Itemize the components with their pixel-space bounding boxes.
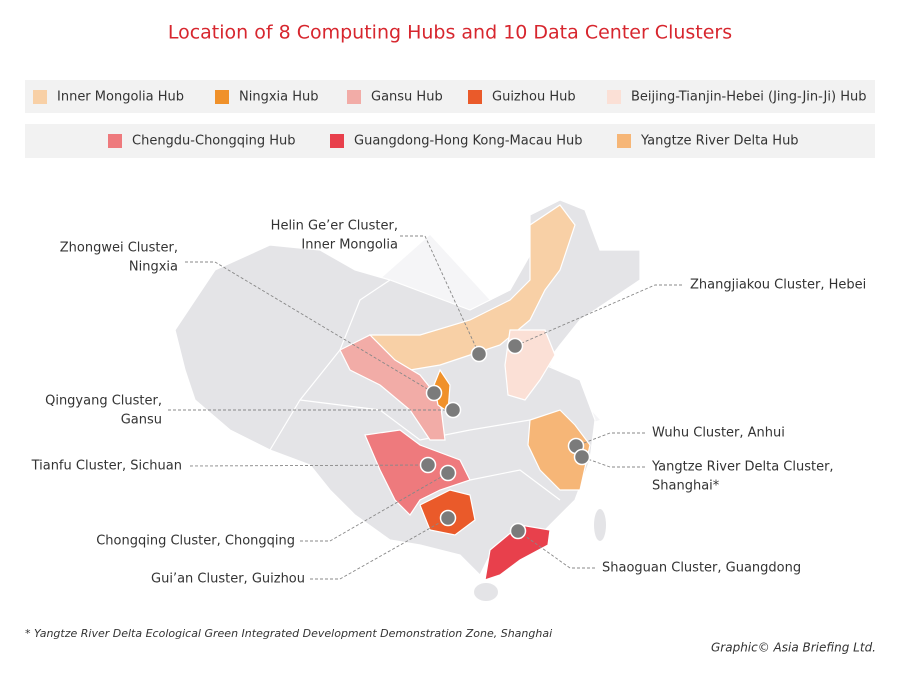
leader-line: [581, 456, 645, 468]
cluster-label: Zhongwei Cluster,: [60, 241, 178, 256]
cluster-label: Gui’an Cluster, Guizhou: [151, 572, 305, 587]
cluster-dot: [509, 522, 527, 540]
hub-region: [527, 409, 591, 491]
hub-region: [364, 429, 471, 516]
credit: Graphic© Asia Briefing Ltd.: [711, 641, 876, 655]
cluster-label: Inner Mongolia: [301, 238, 398, 253]
legend-swatch: [607, 90, 621, 104]
cluster-dot: [444, 401, 462, 419]
footnote: * Yangtze River Delta Ecological Green I…: [25, 627, 552, 640]
cluster-dot: [573, 448, 591, 466]
legend-swatch: [108, 134, 122, 148]
legend-label: Guizhou Hub: [492, 90, 576, 105]
legend-swatch: [468, 90, 482, 104]
leader-line: [517, 530, 595, 569]
title: Location of 8 Computing Hubs and 10 Data…: [168, 22, 732, 44]
cluster-label: Helin Ge’er Cluster,: [271, 219, 398, 234]
leader-line: [300, 472, 449, 542]
leader-line: [514, 284, 682, 347]
leader-line: [400, 235, 480, 355]
hainan: [474, 583, 498, 601]
cluster-dot: [439, 464, 457, 482]
legend-swatch: [330, 134, 344, 148]
legend-swatch: [347, 90, 361, 104]
legend-swatch: [33, 90, 47, 104]
legend-label: Gansu Hub: [371, 90, 443, 105]
legend-label: Guangdong-Hong Kong-Macau Hub: [354, 134, 582, 149]
cluster-dot: [506, 337, 524, 355]
cluster-label: Gansu: [121, 413, 162, 428]
cluster-label: Chongqing Cluster, Chongqing: [96, 534, 295, 549]
cluster-label: Shanghai*: [652, 479, 720, 494]
cluster-label: Yangtze River Delta Cluster,: [651, 460, 834, 475]
cluster-label: Ningxia: [129, 260, 178, 275]
legend-label: Ningxia Hub: [239, 90, 319, 105]
cluster-dot: [419, 456, 437, 474]
cluster-label: Qingyang Cluster,: [45, 394, 162, 409]
cluster-dot: [470, 345, 488, 363]
legend-label: Beijing-Tianjin-Hebei (Jing-Jin-Ji) Hub: [631, 90, 866, 105]
legend-label: Chengdu-Chongqing Hub: [132, 134, 296, 149]
taiwan: [594, 509, 606, 541]
province-border: [299, 399, 531, 441]
leader-line: [575, 432, 645, 447]
legend-row: [25, 124, 875, 158]
legend-label: Yangtze River Delta Hub: [640, 134, 799, 149]
cluster-label: Wuhu Cluster, Anhui: [652, 426, 785, 441]
cluster-label: Shaoguan Cluster, Guangdong: [602, 561, 801, 576]
hub-region: [484, 524, 551, 581]
legend-swatch: [617, 134, 631, 148]
leader-line: [185, 261, 435, 394]
province-border: [469, 469, 561, 501]
hub-region: [368, 204, 576, 371]
leader-line: [310, 517, 449, 580]
cluster-label: Zhangjiakou Cluster, Hebei: [690, 278, 866, 293]
map: [174, 199, 641, 601]
hub-region: [339, 334, 446, 441]
cluster-dot: [425, 384, 443, 402]
legend-swatch: [215, 90, 229, 104]
legend-row: [25, 80, 875, 113]
legend-label: Inner Mongolia Hub: [57, 90, 184, 105]
cluster-dot: [439, 509, 457, 527]
cluster-label: Tianfu Cluster, Sichuan: [31, 459, 182, 474]
